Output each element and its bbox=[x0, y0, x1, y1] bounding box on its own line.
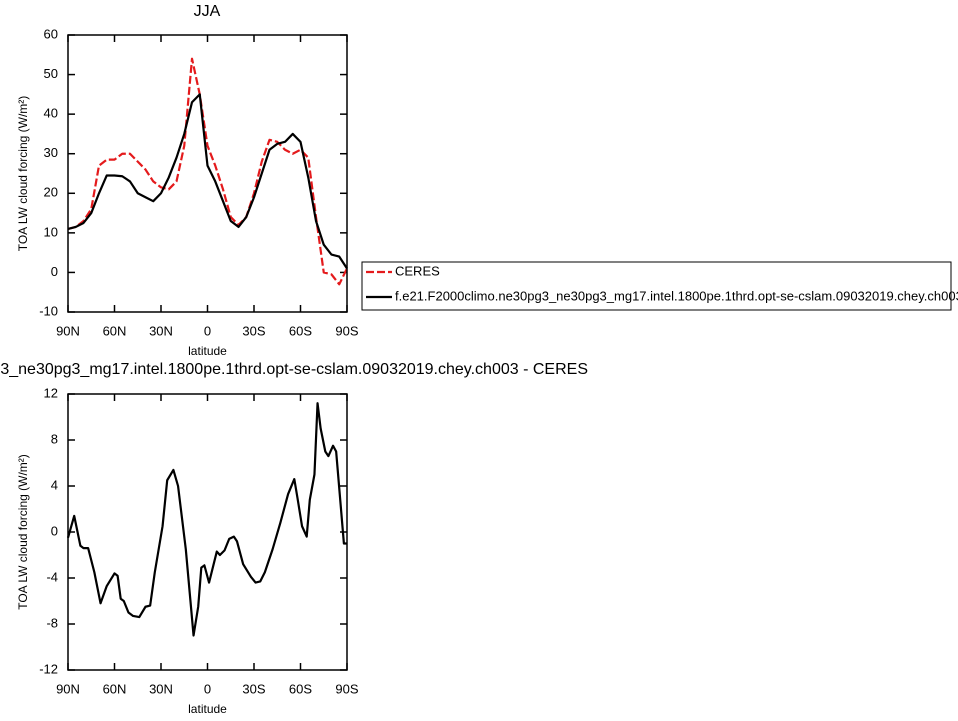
x-tick-label: 0 bbox=[204, 681, 211, 696]
y-tick-label: 0 bbox=[51, 523, 58, 538]
legend-box bbox=[361, 261, 952, 311]
y-tick-label: 20 bbox=[44, 185, 58, 200]
x-tick-label: 90N bbox=[56, 323, 80, 338]
y-tick-label: 40 bbox=[44, 106, 58, 121]
x-tick-label: 60N bbox=[103, 323, 127, 338]
x-tick-label: 90N bbox=[56, 681, 80, 696]
x-tick-label: 30N bbox=[149, 323, 173, 338]
y-tick-label: -10 bbox=[39, 303, 58, 318]
y-tick-label: 8 bbox=[51, 431, 58, 446]
x-tick-label: 60N bbox=[103, 681, 127, 696]
data-line bbox=[67, 93, 348, 270]
chart-title: 3_ne30pg3_mg17.intel.1800pe.1thrd.opt-se… bbox=[0, 361, 588, 378]
y-tick-label: 50 bbox=[44, 66, 58, 81]
y-tick-label: 0 bbox=[51, 264, 58, 279]
x-tick-label: 60S bbox=[289, 323, 312, 338]
y-tick-label: 60 bbox=[44, 26, 58, 41]
x-tick-label: 30S bbox=[242, 681, 265, 696]
y-tick-label: 30 bbox=[44, 145, 58, 160]
y-tick-label: 12 bbox=[44, 385, 58, 400]
plot-frame bbox=[67, 393, 348, 671]
x-tick-label: 30N bbox=[149, 681, 173, 696]
y-tick-label: -12 bbox=[39, 661, 58, 676]
y-tick-label: 10 bbox=[44, 224, 58, 239]
x-tick-label: 90S bbox=[335, 681, 358, 696]
legend-label: CERES bbox=[395, 263, 440, 278]
x-axis-label: latitude bbox=[188, 702, 227, 716]
legend-label: f.e21.F2000climo.ne30pg3_ne30pg3_mg17.in… bbox=[395, 288, 958, 303]
plot-frame bbox=[67, 34, 348, 313]
y-tick-label: -8 bbox=[46, 615, 58, 630]
y-axis-label: TOA LW cloud forcing (W/m²) bbox=[16, 454, 30, 610]
data-line bbox=[67, 57, 348, 286]
x-axis-label: latitude bbox=[188, 344, 227, 358]
chart-title: JJA bbox=[194, 3, 221, 20]
x-tick-label: 60S bbox=[289, 681, 312, 696]
y-tick-label: -4 bbox=[46, 569, 58, 584]
y-tick-label: 4 bbox=[51, 477, 58, 492]
x-tick-label: 0 bbox=[204, 323, 211, 338]
x-tick-label: 30S bbox=[242, 323, 265, 338]
y-axis-label: TOA LW cloud forcing (W/m²) bbox=[16, 96, 30, 252]
data-line bbox=[66, 402, 347, 637]
x-tick-label: 90S bbox=[335, 323, 358, 338]
